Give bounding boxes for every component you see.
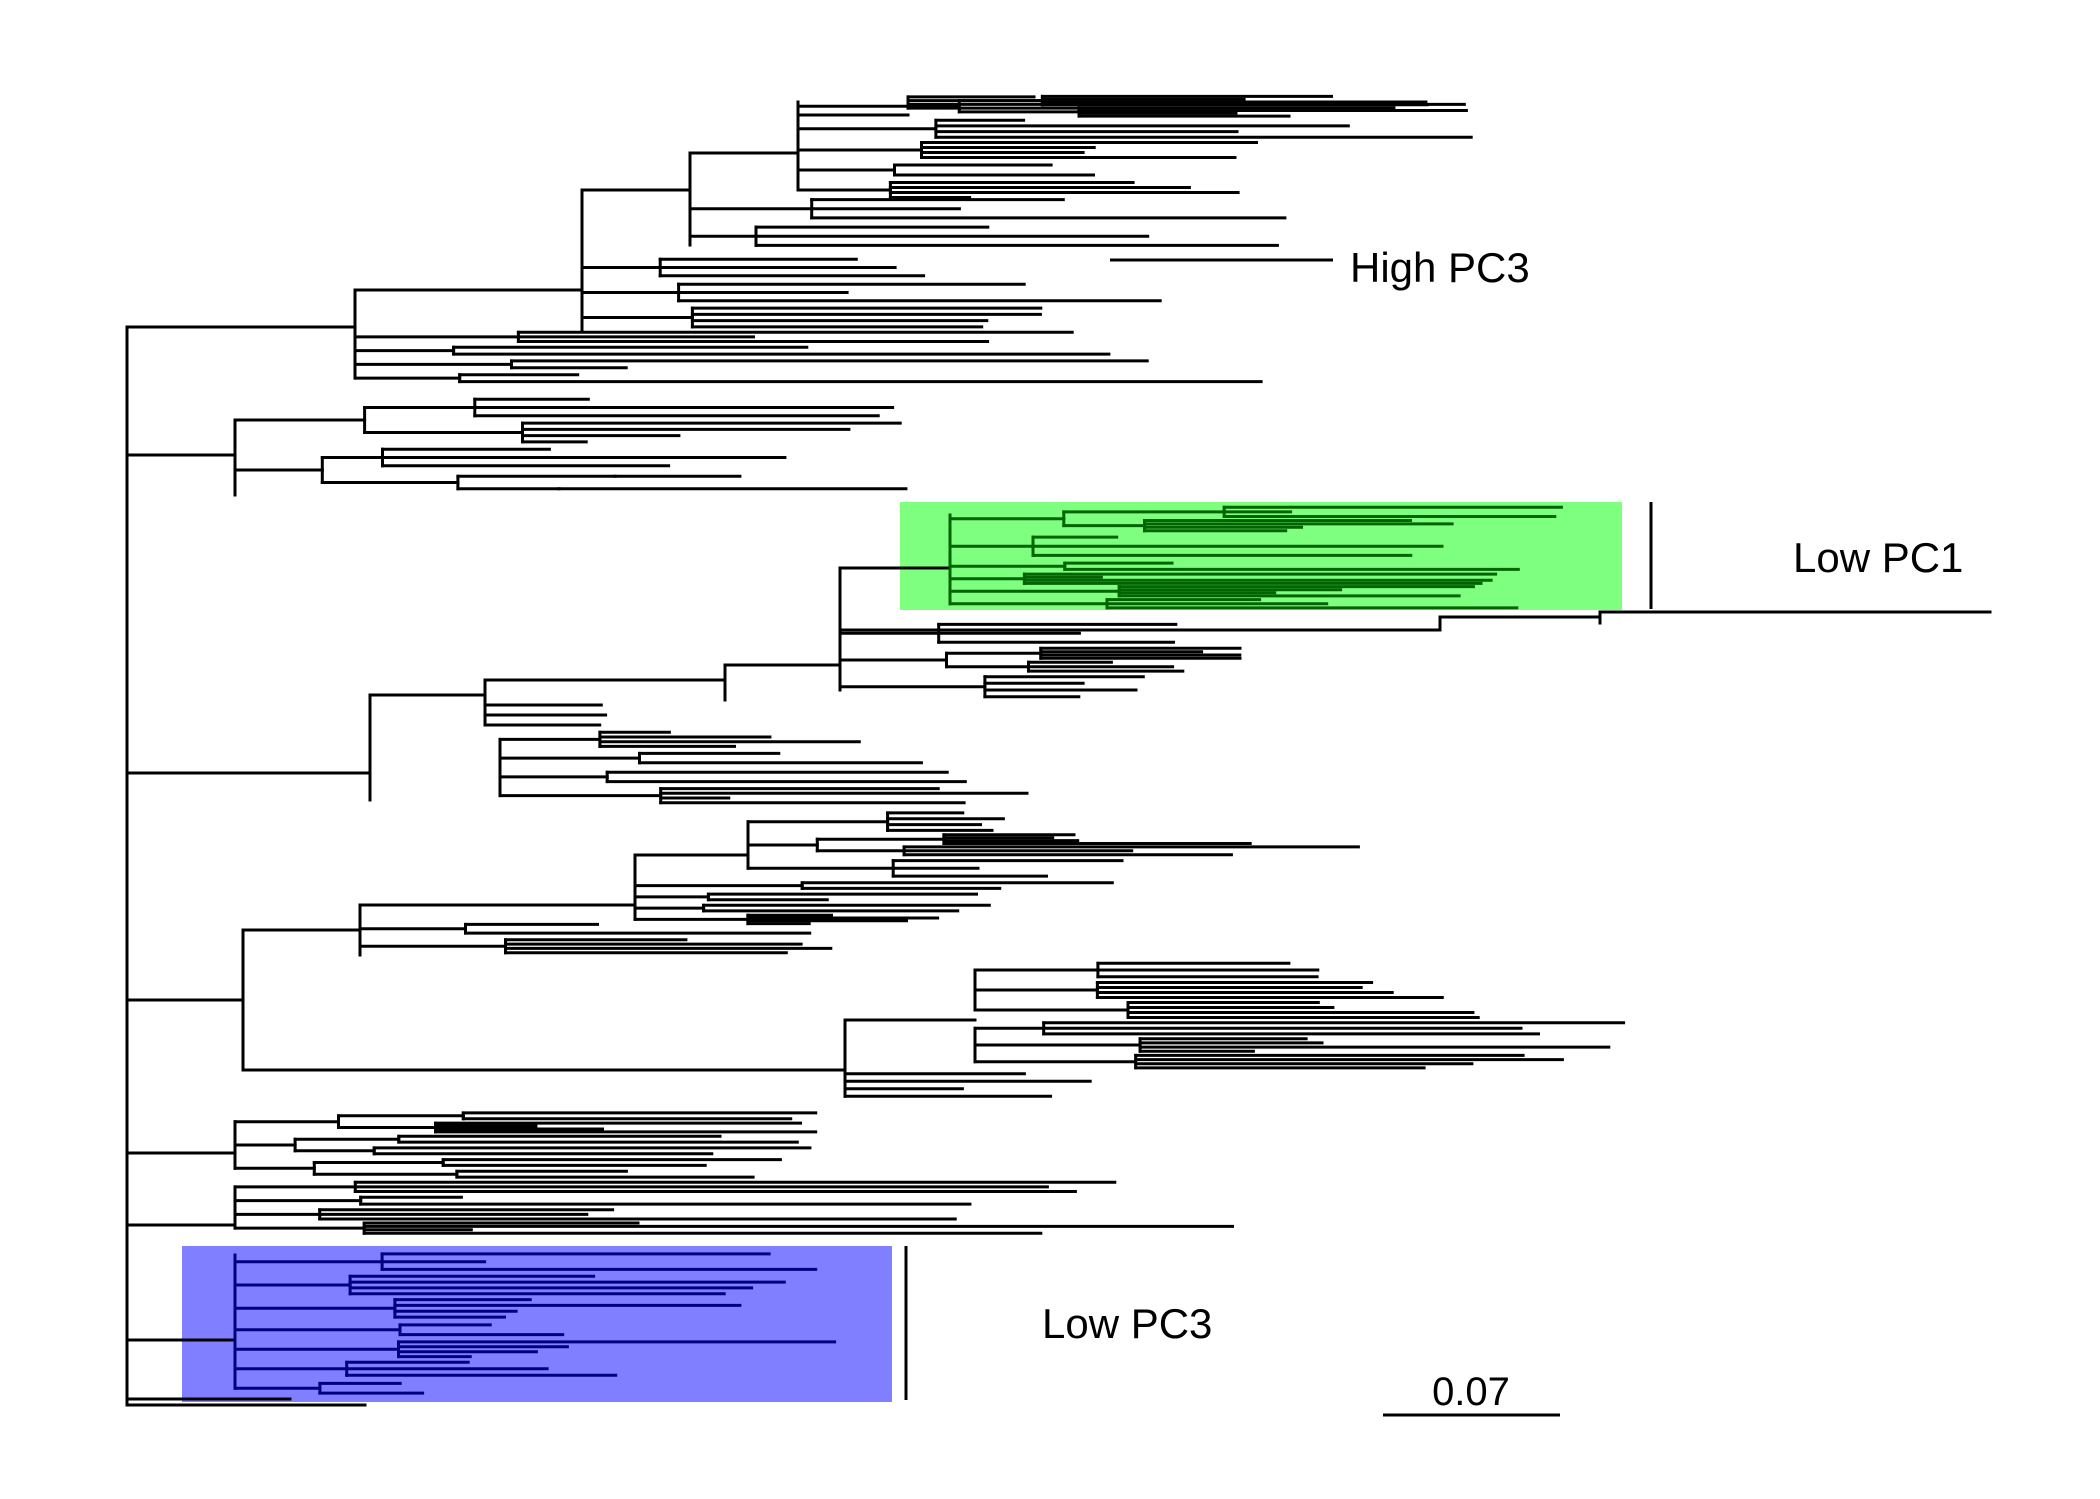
low-pc3-label: Low PC3 bbox=[1042, 1300, 1212, 1347]
scale-bar-label: 0.07 bbox=[1432, 1370, 1510, 1414]
tree-branches bbox=[125, 94, 1992, 1407]
high-pc3-label: High PC3 bbox=[1350, 244, 1530, 291]
low-pc1-label: Low PC1 bbox=[1793, 534, 1963, 581]
